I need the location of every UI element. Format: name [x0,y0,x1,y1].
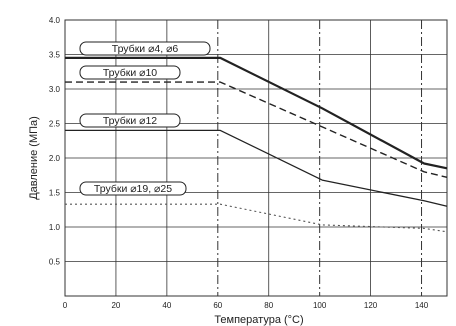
series-label: Трубки ⌀12 [103,115,157,127]
y-tick-label: 3.0 [49,85,61,94]
y-tick-label: 4.0 [49,16,61,25]
y-tick-label: 1.5 [49,189,61,198]
callout-box [79,113,181,128]
y-tick-label: 0.5 [49,258,61,267]
y-tick-label: 3.5 [49,51,61,60]
x-tick-labels: 0 20 40 60 80 100 120 140 [63,301,429,310]
series-line-1 [65,56,448,170]
series-lines [65,56,448,233]
series-label: Трубки ⌀4, ⌀6 [112,43,179,55]
y-tick-label: 2.5 [49,120,61,129]
y-tick-label: 1.0 [49,223,61,232]
series-line-3 [65,129,448,207]
callout-box [79,41,211,56]
series-callouts: Трубки ⌀4, ⌀6 Трубки ⌀10 Трубки ⌀12 Трубки … [79,41,211,196]
x-tick-label: 40 [162,301,171,310]
x-tick-label: 20 [111,301,120,310]
x-tick-label: 100 [313,301,327,310]
y-tick-label: 2.0 [49,154,61,163]
y-tick-labels: 0.5 1.0 1.5 2.0 2.5 3.0 3.5 4.0 [49,16,61,267]
callout-box [79,181,187,196]
x-tick-label: 120 [364,301,378,310]
x-axis-title: Температура (°C) [214,314,303,326]
x-tick-label: 80 [264,301,273,310]
x-tick-label: 60 [213,301,222,310]
y-axis-title: Давление (МПа) [28,116,40,200]
series-label: Трубки ⌀19, ⌀25 [94,183,172,195]
series-label: Трубки ⌀10 [103,67,157,79]
series-line-2 [65,81,448,178]
callout-box [79,65,181,80]
x-tick-label: 0 [63,301,68,310]
x-tick-label: 140 [415,301,429,310]
